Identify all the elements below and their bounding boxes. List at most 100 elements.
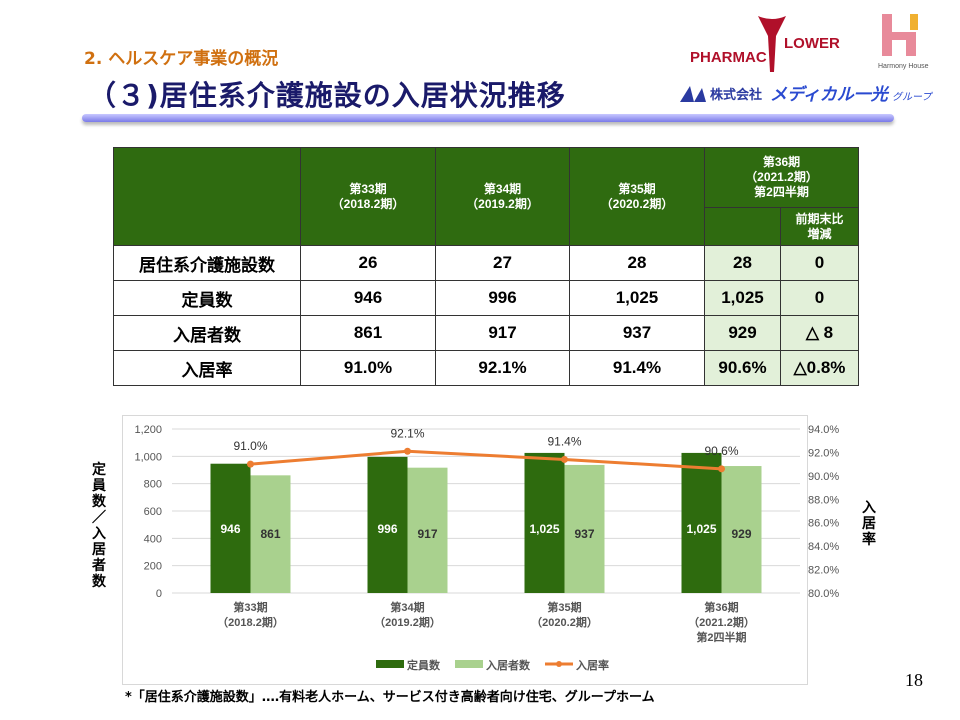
section-heading: 2. ヘルスケア事業の概況 bbox=[84, 49, 279, 69]
svg-text:グループ: グループ bbox=[892, 91, 933, 103]
footnote: *「居住系介護施設数」‥‥有料老人ホーム、サービス付き高齢者向け住宅、グループホ… bbox=[125, 690, 655, 705]
cell-value: 91.4% bbox=[569, 350, 705, 386]
y2-tick-label: 84.0% bbox=[808, 541, 839, 553]
bar-residents bbox=[721, 466, 762, 593]
y-tick-label: 0 bbox=[156, 588, 162, 600]
legend-label: 入居率 bbox=[576, 658, 609, 672]
svg-text:PHARMAC: PHARMAC bbox=[690, 49, 767, 66]
table-row: 定員数 946 996 1,025 1,025 0 bbox=[113, 280, 859, 316]
page-title: （３)居住系介護施設の入居状況推移 bbox=[88, 79, 566, 112]
bar-data-label: 917 bbox=[417, 527, 437, 541]
bar-data-label: 929 bbox=[731, 527, 751, 541]
bar-residents bbox=[250, 475, 291, 593]
svg-text:LOWER: LOWER bbox=[784, 35, 840, 52]
y2-tick-label: 80.0% bbox=[808, 588, 839, 600]
row-label: 定員数 bbox=[113, 280, 301, 316]
x-tick-label: （2018.2期） bbox=[217, 615, 284, 629]
x-tick-label: 第35期 bbox=[547, 600, 581, 614]
rate-data-label: 91.4% bbox=[547, 434, 581, 448]
cell-value: 1,025 bbox=[569, 280, 705, 316]
row-label: 入居率 bbox=[113, 350, 301, 386]
y2-tick-label: 86.0% bbox=[808, 518, 839, 530]
y-tick-label: 1,200 bbox=[134, 424, 162, 436]
cell-diff: △ 8 bbox=[780, 315, 859, 351]
rate-data-label: 90.6% bbox=[704, 444, 738, 458]
rate-data-label: 91.0% bbox=[233, 439, 267, 453]
x-tick-label: （2021.2期） bbox=[688, 615, 755, 629]
cell-value: 92.1% bbox=[435, 350, 570, 386]
x-tick-label: 第2四半期 bbox=[696, 630, 746, 644]
medical-ikko-logo: 株式会社 メディカル一光 グループ bbox=[680, 85, 933, 104]
col-header-35: 第35期 （2020.2期） bbox=[569, 147, 705, 246]
y2-tick-label: 90.0% bbox=[808, 471, 839, 483]
cell-diff: △0.8% bbox=[780, 350, 859, 386]
y-tick-label: 1,000 bbox=[134, 451, 162, 463]
cell-value: 929 bbox=[704, 315, 781, 351]
pharmacy-flower-logo: PHARMAC LOWER bbox=[690, 16, 840, 72]
bar-capacity bbox=[210, 463, 251, 593]
cell-value: 90.6% bbox=[704, 350, 781, 386]
y-axis-label: 定員数／入居者数 bbox=[92, 462, 106, 590]
y2-tick-label: 92.0% bbox=[808, 447, 839, 459]
x-tick-label: （2020.2期） bbox=[531, 615, 598, 629]
rate-point bbox=[718, 465, 725, 473]
rate-point bbox=[561, 455, 568, 463]
cell-value: 1,025 bbox=[704, 280, 781, 316]
cell-value: 27 bbox=[435, 245, 570, 281]
cell-value: 28 bbox=[704, 245, 781, 281]
harmony-house-logo: Harmony House bbox=[878, 14, 929, 70]
table-row: 入居者数 861 917 937 929 △ 8 bbox=[113, 315, 859, 351]
y2-axis-label: 入居率 bbox=[862, 500, 876, 548]
table-corner bbox=[113, 147, 301, 246]
occupancy-table: 第33期 （2018.2期） 第34期 （2019.2期） 第35期 （2020.2期… bbox=[113, 147, 859, 386]
title-underline bbox=[82, 114, 894, 122]
y-tick-label: 200 bbox=[144, 561, 162, 573]
y-tick-label: 800 bbox=[144, 479, 162, 491]
legend-marker bbox=[556, 661, 562, 667]
x-tick-label: （2019.2期） bbox=[374, 615, 441, 629]
bar-capacity bbox=[681, 452, 722, 593]
legend-swatch bbox=[455, 660, 483, 668]
y-tick-label: 600 bbox=[144, 506, 162, 518]
bar-data-label: 946 bbox=[220, 522, 240, 536]
rate-data-label: 92.1% bbox=[390, 426, 424, 440]
cell-value: 91.0% bbox=[300, 350, 436, 386]
chart-frame bbox=[122, 415, 808, 685]
col-header-36-blank bbox=[704, 207, 781, 246]
table-row: 居住系介護施設数 26 27 28 28 0 bbox=[113, 245, 859, 281]
y2-tick-label: 94.0% bbox=[808, 424, 839, 436]
cell-value: 996 bbox=[435, 280, 570, 316]
rate-point bbox=[247, 460, 254, 468]
x-tick-label: 第33期 bbox=[233, 600, 267, 614]
legend-label: 入居者数 bbox=[486, 658, 531, 672]
cell-diff: 0 bbox=[780, 245, 859, 281]
bar-capacity bbox=[524, 452, 565, 593]
bar-data-label: 937 bbox=[574, 527, 594, 541]
y2-tick-label: 82.0% bbox=[808, 565, 839, 577]
row-label: 居住系介護施設数 bbox=[113, 245, 301, 281]
y2-tick-label: 88.0% bbox=[808, 494, 839, 506]
table-row: 入居率 91.0% 92.1% 91.4% 90.6% △0.8% bbox=[113, 350, 859, 386]
bar-capacity bbox=[367, 456, 408, 593]
bar-data-label: 861 bbox=[260, 527, 280, 541]
x-tick-label: 第36期 bbox=[704, 600, 738, 614]
col-header-33: 第33期 （2018.2期） bbox=[300, 147, 436, 246]
x-tick-label: 第34期 bbox=[390, 600, 424, 614]
bar-data-label: 996 bbox=[377, 522, 397, 536]
legend-label: 定員数 bbox=[407, 658, 441, 672]
bar-residents bbox=[407, 467, 448, 593]
rate-line bbox=[250, 449, 722, 471]
col-header-36: 第36期 （2021.2期） 第2四半期 bbox=[704, 147, 859, 208]
svg-text:Harmony House: Harmony House bbox=[878, 63, 929, 70]
bar-residents bbox=[564, 464, 605, 593]
bar-data-label: 1,025 bbox=[529, 522, 559, 536]
col-header-34: 第34期 （2019.2期） bbox=[435, 147, 570, 246]
cell-value: 28 bbox=[569, 245, 705, 281]
col-header-diff: 前期末比 増減 bbox=[780, 207, 859, 246]
y-tick-label: 400 bbox=[144, 533, 162, 545]
rate-point bbox=[404, 447, 411, 455]
svg-text:株式会社: 株式会社 bbox=[710, 87, 762, 103]
svg-text:メディカル一光: メディカル一光 bbox=[770, 85, 890, 104]
bar-data-label: 1,025 bbox=[686, 522, 716, 536]
